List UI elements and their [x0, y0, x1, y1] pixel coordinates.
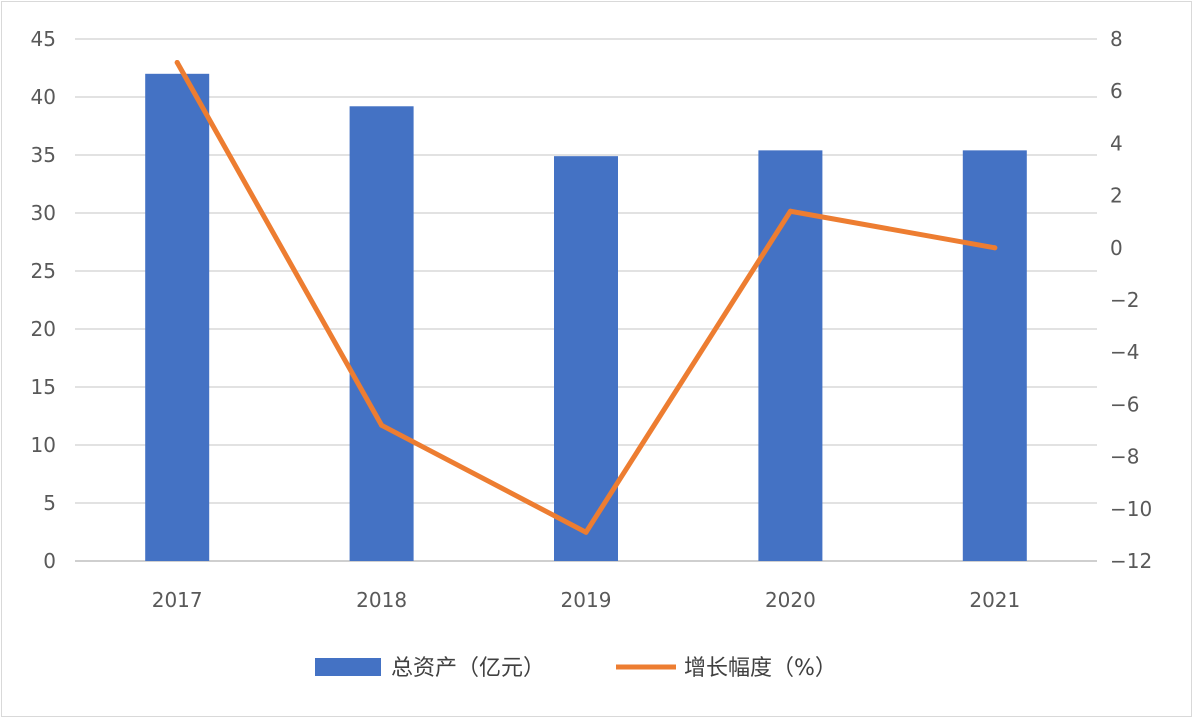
- bar: [349, 106, 414, 561]
- x-tick-label: 2019: [561, 588, 612, 612]
- right-tick-label: 8: [1110, 27, 1123, 51]
- legend-swatch-bar: [315, 658, 381, 676]
- left-tick-label: 15: [31, 375, 56, 399]
- bar-series: [145, 73, 1027, 562]
- right-tick-label: −4: [1110, 340, 1139, 364]
- bar: [758, 150, 823, 562]
- right-tick-label: 2: [1110, 184, 1123, 208]
- x-tick-label: 2021: [969, 588, 1020, 612]
- left-tick-label: 40: [31, 85, 56, 109]
- line-point: [174, 59, 180, 65]
- left-tick-label: 30: [31, 201, 56, 225]
- right-axis-ticks: −12 −10 −8 −6 −4 −2 0 2 4 6 8: [1110, 27, 1152, 573]
- right-tick-label: 0: [1110, 236, 1123, 260]
- line-point: [992, 245, 998, 251]
- left-tick-label: 35: [31, 143, 56, 167]
- x-axis-ticks: 2017 2018 2019 2020 2021: [152, 588, 1021, 612]
- legend-label-line: 增长幅度（%）: [684, 656, 837, 681]
- gridlines: [75, 38, 1097, 562]
- legend: 总资产（亿元） 增长幅度（%）: [315, 656, 837, 681]
- left-tick-label: 45: [31, 27, 56, 51]
- bar: [145, 73, 210, 562]
- right-tick-label: −10: [1110, 497, 1152, 521]
- left-tick-label: 10: [31, 433, 56, 457]
- x-tick-label: 2017: [152, 588, 203, 612]
- left-tick-label: 0: [43, 549, 56, 573]
- right-tick-label: −12: [1110, 549, 1152, 573]
- x-tick-label: 2018: [356, 588, 407, 612]
- bar: [554, 156, 618, 561]
- left-tick-label: 25: [31, 259, 56, 283]
- bar: [962, 150, 1027, 562]
- line-point: [379, 422, 385, 428]
- right-tick-label: −8: [1110, 445, 1139, 469]
- left-tick-label: 5: [43, 491, 56, 515]
- line-series: [174, 59, 998, 535]
- left-axis-ticks: 0 5 10 15 20 25 30 35 40 45: [31, 27, 56, 573]
- line-point: [583, 529, 589, 535]
- right-tick-label: 4: [1110, 131, 1123, 155]
- right-tick-label: −6: [1110, 392, 1139, 416]
- right-tick-label: −2: [1110, 288, 1139, 312]
- legend-label-bar: 总资产（亿元）: [391, 656, 545, 681]
- left-tick-label: 20: [31, 317, 56, 341]
- right-tick-label: 6: [1110, 79, 1123, 103]
- line-point: [787, 208, 793, 214]
- x-tick-label: 2020: [765, 588, 816, 612]
